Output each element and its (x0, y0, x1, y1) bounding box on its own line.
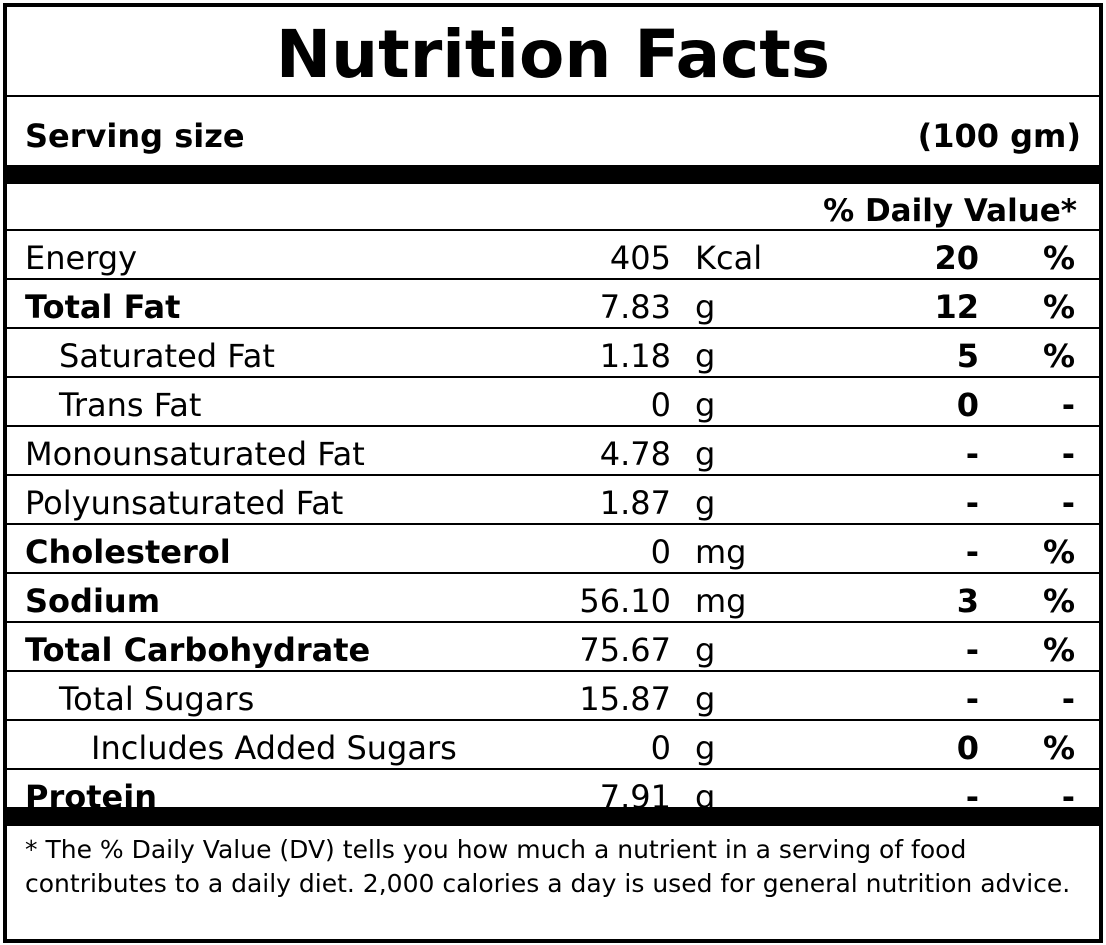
nutrient-amount: 405 (609, 239, 671, 277)
nutrient-name: Trans Fat (59, 386, 202, 424)
nutrient-unit: g (695, 386, 716, 424)
nutrient-row: Total Sugars 15.87 g - - (7, 672, 1099, 721)
serving-size-value: (100 gm) (917, 117, 1081, 155)
nutrient-name: Total Fat (25, 288, 181, 326)
nutrient-amount: 0 (650, 533, 671, 571)
nutrient-row: Total Carbohydrate 75.67 g -% (7, 623, 1099, 672)
nutrient-unit: g (695, 778, 716, 816)
footnote: * The % Daily Value (DV) tells you how m… (25, 835, 1071, 898)
daily-value-symbol: % (1042, 631, 1075, 669)
daily-value-symbol: - (1061, 435, 1075, 473)
nutrient-row: Trans Fat 0 g 0- (7, 378, 1099, 427)
nutrient-unit: g (695, 288, 716, 326)
nutrient-amount: 56.10 (579, 582, 671, 620)
nutrient-row: Includes Added Sugars 0 g 0% (7, 721, 1099, 770)
thick-divider-bottom (7, 807, 1099, 826)
serving-size-label: Serving size (25, 117, 245, 155)
nutrient-row: Sodium 56.10 mg 3% (7, 574, 1099, 623)
daily-value-percent: 5 (956, 337, 979, 375)
nutrient-name: Sodium (25, 582, 161, 620)
nutrient-amount: 0 (650, 729, 671, 767)
daily-value-symbol: % (1042, 533, 1075, 571)
daily-value-symbol: % (1042, 239, 1075, 277)
daily-value-symbol: % (1042, 337, 1075, 375)
nutrient-unit: g (695, 729, 716, 767)
nutrient-unit: g (695, 631, 716, 669)
nutrient-name: Total Carbohydrate (25, 631, 371, 669)
daily-value-symbol: - (1061, 778, 1075, 816)
daily-value-percent: - (965, 533, 979, 571)
nutrient-row: Total Fat 7.83 g 12% (7, 280, 1099, 329)
nutrient-name: Polyunsaturated Fat (25, 484, 344, 522)
nutrient-row: Monounsaturated Fat 4.78 g - - (7, 427, 1099, 476)
nutrient-name: Cholesterol (25, 533, 231, 571)
nutrient-row: Energy 405 Kcal 20% (7, 231, 1099, 280)
daily-value-percent: - (965, 435, 979, 473)
serving-size-row: Serving size (100 gm) (7, 97, 1099, 167)
nutrient-unit: mg (695, 582, 747, 620)
daily-value-symbol: - (1061, 680, 1075, 718)
nutrient-name: Includes Added Sugars (91, 729, 457, 767)
daily-value-percent: 0 (956, 729, 979, 767)
nutrition-label: Nutrition Facts Serving size (100 gm) % … (3, 3, 1103, 943)
nutrient-row: Polyunsaturated Fat 1.87 g - - (7, 476, 1099, 525)
daily-value-header: % Daily Value* (7, 186, 1099, 231)
nutrient-amount: 4.78 (599, 435, 671, 473)
nutrient-unit: g (695, 680, 716, 718)
nutrient-amount: 7.83 (599, 288, 671, 326)
nutrient-amount: 15.87 (579, 680, 671, 718)
thick-divider-top (7, 165, 1099, 184)
nutrient-name: Monounsaturated Fat (25, 435, 365, 473)
daily-value-percent: 0 (956, 386, 979, 424)
daily-value-percent: 12 (934, 288, 979, 326)
label-title: Nutrition Facts (7, 7, 1099, 97)
nutrient-unit: g (695, 484, 716, 522)
daily-value-header-text: % Daily Value* (823, 193, 1077, 229)
daily-value-percent: - (965, 631, 979, 669)
daily-value-symbol: % (1042, 729, 1075, 767)
daily-value-percent: 20 (934, 239, 979, 277)
nutrient-name: Energy (25, 239, 138, 277)
nutrient-row: Cholesterol 0 mg -% (7, 525, 1099, 574)
nutrient-amount: 0 (650, 386, 671, 424)
daily-value-percent: - (965, 680, 979, 718)
daily-value-percent: - (965, 484, 979, 522)
nutrient-unit: g (695, 337, 716, 375)
nutrient-amount: 1.87 (599, 484, 671, 522)
nutrient-unit: g (695, 435, 716, 473)
nutrient-unit: mg (695, 533, 747, 571)
daily-value-percent: 3 (956, 582, 979, 620)
nutrient-name: Total Sugars (59, 680, 255, 718)
nutrient-name: Saturated Fat (59, 337, 275, 375)
daily-value-percent: - (965, 778, 979, 816)
nutrient-unit: Kcal (695, 239, 763, 277)
daily-value-symbol: - (1061, 484, 1075, 522)
daily-value-symbol: % (1042, 288, 1075, 326)
nutrient-amount: 75.67 (579, 631, 671, 669)
daily-value-symbol: - (1061, 386, 1075, 424)
daily-value-symbol: % (1042, 582, 1075, 620)
nutrient-amount: 1.18 (599, 337, 671, 375)
nutrient-row: Saturated Fat 1.18 g 5% (7, 329, 1099, 378)
